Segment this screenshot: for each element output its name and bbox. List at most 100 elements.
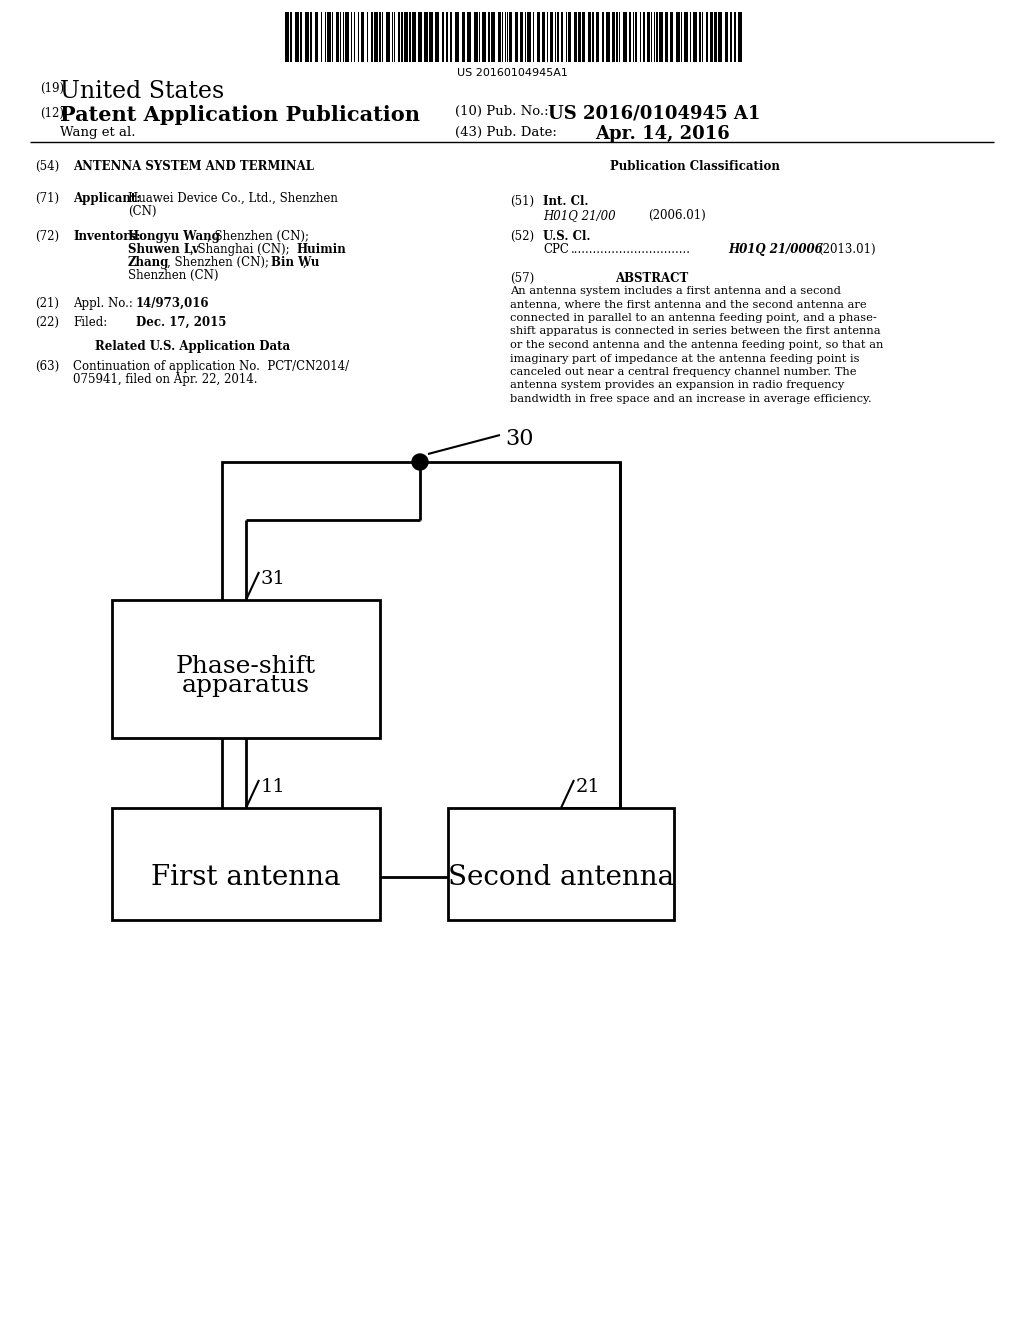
Bar <box>401 12 403 62</box>
Bar <box>222 462 620 876</box>
Text: ................................: ................................ <box>571 243 691 256</box>
Bar <box>310 12 312 62</box>
Bar <box>592 12 594 62</box>
Text: antenna system provides an expansion in radio frequency: antenna system provides an expansion in … <box>510 380 844 391</box>
Bar <box>665 12 668 62</box>
Bar <box>612 12 615 62</box>
Bar <box>450 12 452 62</box>
Bar <box>498 12 501 62</box>
Bar <box>462 12 465 62</box>
Text: (19): (19) <box>40 82 65 95</box>
Text: (63): (63) <box>35 360 59 374</box>
Bar <box>706 12 708 62</box>
Bar <box>670 12 673 62</box>
Bar <box>112 808 380 920</box>
Text: (21): (21) <box>35 297 59 310</box>
Text: (51): (51) <box>510 195 535 209</box>
Bar <box>684 12 688 62</box>
Bar <box>710 12 713 62</box>
Bar <box>574 12 577 62</box>
Text: (57): (57) <box>510 272 535 285</box>
Bar <box>515 12 518 62</box>
Bar <box>474 12 478 62</box>
Bar <box>602 12 604 62</box>
Bar <box>656 12 658 62</box>
Bar <box>490 12 495 62</box>
Text: or the second antenna and the antenna feeding point, so that an: or the second antenna and the antenna fe… <box>510 341 884 350</box>
Bar <box>730 12 732 62</box>
Text: Publication Classification: Publication Classification <box>610 160 780 173</box>
Text: (54): (54) <box>35 160 59 173</box>
Bar <box>442 12 444 62</box>
Bar <box>429 12 433 62</box>
Bar <box>647 12 650 62</box>
Text: , Shanghai (CN);: , Shanghai (CN); <box>190 243 293 256</box>
Bar <box>315 12 318 62</box>
Bar <box>643 12 645 62</box>
Text: Continuation of application No.  PCT/CN2014/: Continuation of application No. PCT/CN20… <box>73 360 349 374</box>
Text: Appl. No.:: Appl. No.: <box>73 297 133 310</box>
Text: 21: 21 <box>575 777 601 796</box>
Bar <box>290 12 292 62</box>
Bar <box>509 12 512 62</box>
Text: Applicant:: Applicant: <box>73 191 140 205</box>
Text: Dec. 17, 2015: Dec. 17, 2015 <box>136 315 226 329</box>
Bar <box>482 12 486 62</box>
Text: ANTENNA SYSTEM AND TERMINAL: ANTENNA SYSTEM AND TERMINAL <box>73 160 314 173</box>
Text: H01Q 21/00: H01Q 21/00 <box>543 209 615 222</box>
Bar <box>112 601 380 738</box>
Text: (2006.01): (2006.01) <box>648 209 706 222</box>
Text: Shuwen Lv: Shuwen Lv <box>128 243 199 256</box>
Bar <box>374 12 378 62</box>
Bar <box>305 12 309 62</box>
Text: Inventors:: Inventors: <box>73 230 140 243</box>
Text: U.S. Cl.: U.S. Cl. <box>543 230 591 243</box>
Text: Apr. 14, 2016: Apr. 14, 2016 <box>595 125 730 143</box>
Bar <box>520 12 523 62</box>
Text: 14/973,016: 14/973,016 <box>136 297 210 310</box>
Bar <box>527 12 531 62</box>
Bar <box>398 12 400 62</box>
Text: 31: 31 <box>261 570 286 587</box>
Bar <box>424 12 428 62</box>
Bar <box>606 12 610 62</box>
Bar <box>659 12 663 62</box>
Bar <box>568 12 571 62</box>
Bar <box>371 12 373 62</box>
Bar <box>699 12 701 62</box>
Bar <box>285 12 289 62</box>
Bar <box>336 12 339 62</box>
Bar <box>725 12 728 62</box>
Text: US 2016/0104945 A1: US 2016/0104945 A1 <box>548 104 761 121</box>
Bar <box>623 12 627 62</box>
Text: Related U.S. Application Data: Related U.S. Application Data <box>95 341 290 352</box>
Text: ABSTRACT: ABSTRACT <box>615 272 688 285</box>
Text: An antenna system includes a first antenna and a second: An antenna system includes a first anten… <box>510 286 841 296</box>
Text: (22): (22) <box>35 315 59 329</box>
Bar <box>300 12 302 62</box>
Text: (52): (52) <box>510 230 535 243</box>
Bar <box>455 12 459 62</box>
Bar <box>345 12 349 62</box>
Text: Int. Cl.: Int. Cl. <box>543 195 589 209</box>
Text: H01Q 21/0006: H01Q 21/0006 <box>728 243 822 256</box>
Bar <box>467 12 471 62</box>
Text: (10) Pub. No.:: (10) Pub. No.: <box>455 106 549 117</box>
Bar <box>635 12 637 62</box>
Text: (43) Pub. Date:: (43) Pub. Date: <box>455 125 557 139</box>
Text: Zhang: Zhang <box>128 256 169 269</box>
Text: bandwidth in free space and an increase in average efficiency.: bandwidth in free space and an increase … <box>510 393 871 404</box>
Bar <box>629 12 631 62</box>
Text: Patent Application Publication: Patent Application Publication <box>60 106 420 125</box>
Bar <box>379 12 381 62</box>
Text: Second antenna: Second antenna <box>447 865 674 891</box>
Text: shift apparatus is connected in series between the first antenna: shift apparatus is connected in series b… <box>510 326 881 337</box>
Text: Wang et al.: Wang et al. <box>60 125 135 139</box>
Bar <box>616 12 618 62</box>
Bar <box>449 808 674 920</box>
Bar <box>582 12 585 62</box>
Text: apparatus: apparatus <box>182 675 310 697</box>
Bar <box>386 12 390 62</box>
Bar <box>488 12 490 62</box>
Bar <box>714 12 717 62</box>
